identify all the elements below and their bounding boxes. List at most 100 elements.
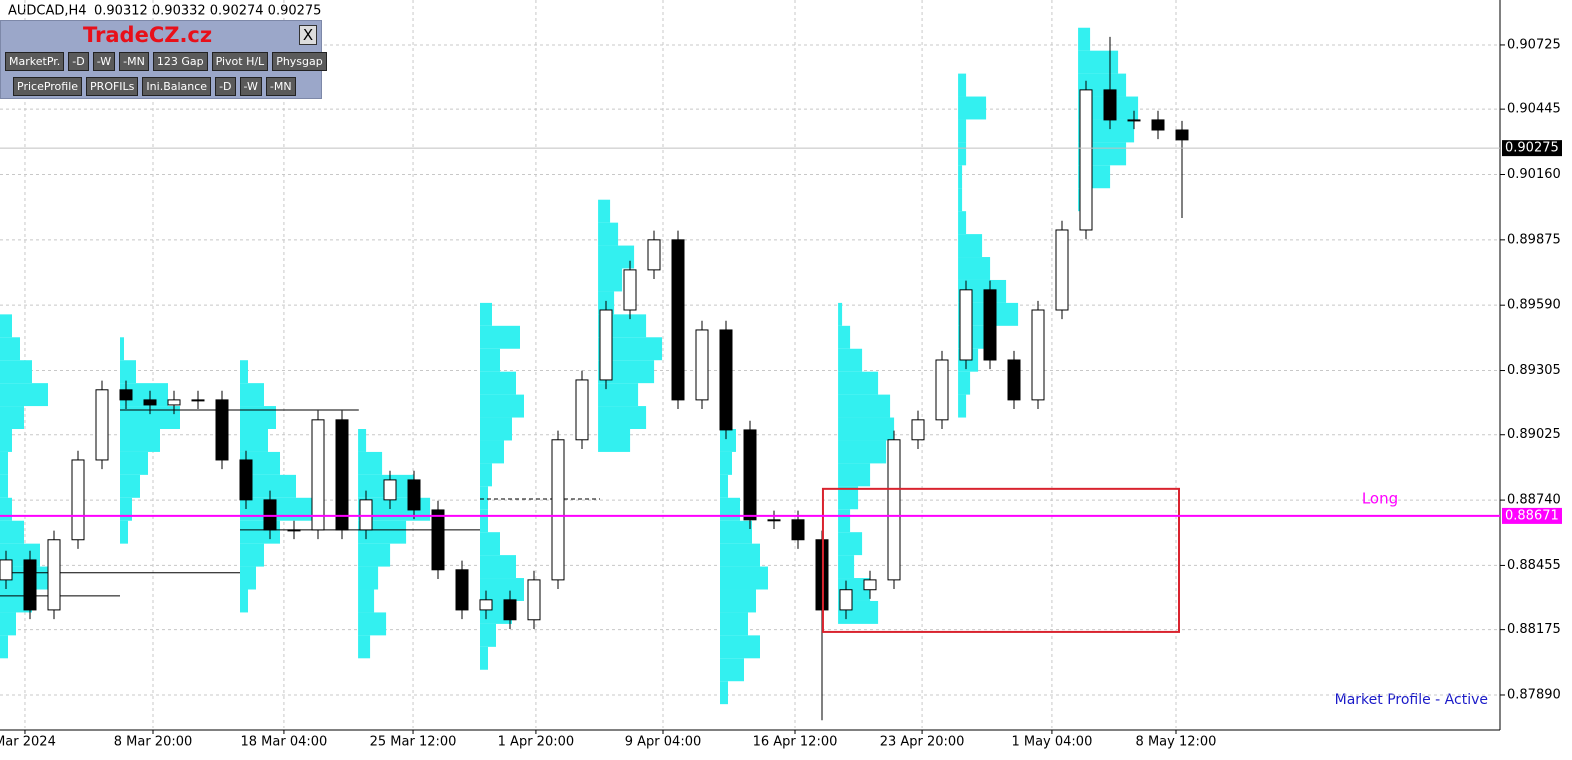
profile-bar: [0, 314, 12, 338]
candle-body: [431, 509, 445, 571]
tool-button[interactable]: PriceProfile: [13, 77, 83, 96]
profile-bar: [358, 566, 379, 590]
profile-bar: [958, 234, 983, 258]
profile-bar: [720, 635, 760, 659]
x-tick-label: 25 Mar 12:00: [370, 735, 457, 750]
tool-button[interactable]: PROFILs: [86, 77, 139, 96]
profile-bar: [0, 406, 24, 430]
tool-button[interactable]: -D: [68, 52, 89, 71]
candle-body: [359, 499, 373, 531]
profile-bar: [598, 383, 639, 407]
button-row: PriceProfile PROFILs Ini.Balance -D -W -MN: [13, 77, 296, 96]
tool-panel: TradeCZ.cz X MarketPr. -D -W -MN 123 Gap Pivo…: [0, 20, 327, 99]
profile-bar: [958, 188, 963, 212]
profile-bar: [838, 394, 891, 418]
candle-body: [599, 309, 613, 381]
candle-body: [503, 599, 517, 621]
profile-bar: [720, 681, 728, 705]
profile-bar: [480, 394, 524, 418]
profile-bar: [120, 337, 124, 361]
candle-body: [935, 359, 949, 421]
candle-body: [383, 479, 397, 501]
profile-bar: [838, 555, 855, 579]
close-button[interactable]: X: [299, 25, 317, 45]
profile-bar: [480, 417, 512, 441]
candle-body: [911, 419, 925, 441]
profile-bar: [720, 451, 732, 475]
candle-body: [407, 479, 421, 511]
tool-button[interactable]: -D: [215, 77, 236, 96]
profile-bar: [838, 417, 895, 441]
profile-bar: [0, 383, 48, 407]
candle-body: [455, 569, 469, 611]
profile-bar: [958, 119, 967, 143]
profile-bar: [0, 429, 12, 452]
profile-bar: [480, 646, 488, 670]
profile-bar: [598, 245, 635, 269]
profile-bar: [0, 451, 8, 475]
candle-body: [623, 269, 637, 311]
profile-bar: [0, 337, 20, 361]
profile-bar: [838, 532, 863, 556]
profile-bar: [240, 589, 248, 613]
profile-bar: [480, 578, 524, 601]
candle-body: [551, 439, 565, 581]
profile-bar: [120, 451, 148, 475]
bid-label: 0.90275: [1505, 141, 1559, 156]
tool-button[interactable]: -W: [239, 77, 262, 96]
profile-bar: [958, 257, 991, 280]
profile-bar: [480, 463, 492, 487]
candle-body: [671, 239, 685, 401]
profile-bar: [240, 406, 276, 430]
candle-body: [311, 419, 325, 531]
candle-body: [959, 289, 973, 361]
profile-bar: [958, 96, 987, 120]
profile-bar: [480, 302, 492, 326]
tool-button[interactable]: Physgap: [272, 52, 327, 71]
profile-bar: [1078, 27, 1091, 51]
profile-bar: [598, 268, 623, 292]
x-tick-label: 9 Apr 04:00: [625, 735, 702, 750]
tool-button[interactable]: -MN: [119, 52, 149, 71]
profile-bar: [958, 211, 967, 235]
profile-bar: [838, 325, 851, 349]
profile-bar: [838, 463, 871, 487]
x-tick-label: 8 May 12:00: [1136, 735, 1217, 750]
x-tick-label: 16 Apr 12:00: [753, 735, 838, 750]
profile-bar: [120, 429, 160, 452]
profile-bar: [958, 371, 971, 395]
tool-button[interactable]: MarketPr.: [5, 52, 65, 71]
tool-button[interactable]: 123 Gap: [152, 52, 208, 71]
profile-bar: [720, 520, 752, 544]
profile-bar: [598, 337, 663, 361]
profile-bar: [0, 612, 16, 636]
candle-body: [263, 499, 277, 531]
candle-body: [0, 559, 13, 581]
candle-body: [1151, 119, 1165, 131]
profile-bar: [958, 165, 963, 189]
tool-button[interactable]: -MN: [265, 77, 296, 96]
profile-bar: [958, 73, 967, 97]
profile-bar: [598, 222, 619, 246]
y-tick-label: 0.87890: [1507, 687, 1561, 702]
profile-bar: [480, 555, 516, 579]
profile-bar: [838, 486, 859, 510]
candle-body: [143, 399, 157, 406]
y-tick-label: 0.89875: [1507, 232, 1561, 247]
profile-bar: [0, 474, 8, 498]
profile-bar: [358, 451, 383, 475]
profile-bar: [480, 509, 488, 533]
y-tick-label: 0.89305: [1507, 363, 1561, 378]
profile-bar: [120, 520, 128, 544]
profile-bar: [838, 371, 879, 395]
tool-button[interactable]: Pivot H/L: [211, 52, 269, 71]
candle-body: [215, 399, 229, 461]
x-tick-label: 18 Mar 04:00: [241, 735, 328, 750]
tool-button[interactable]: -W: [92, 52, 116, 71]
profile-bar: [598, 406, 647, 430]
tool-button[interactable]: Ini.Balance: [142, 77, 212, 96]
y-tick-label: 0.88740: [1507, 493, 1561, 508]
candle-body: [287, 529, 301, 532]
candle-body: [983, 289, 997, 361]
